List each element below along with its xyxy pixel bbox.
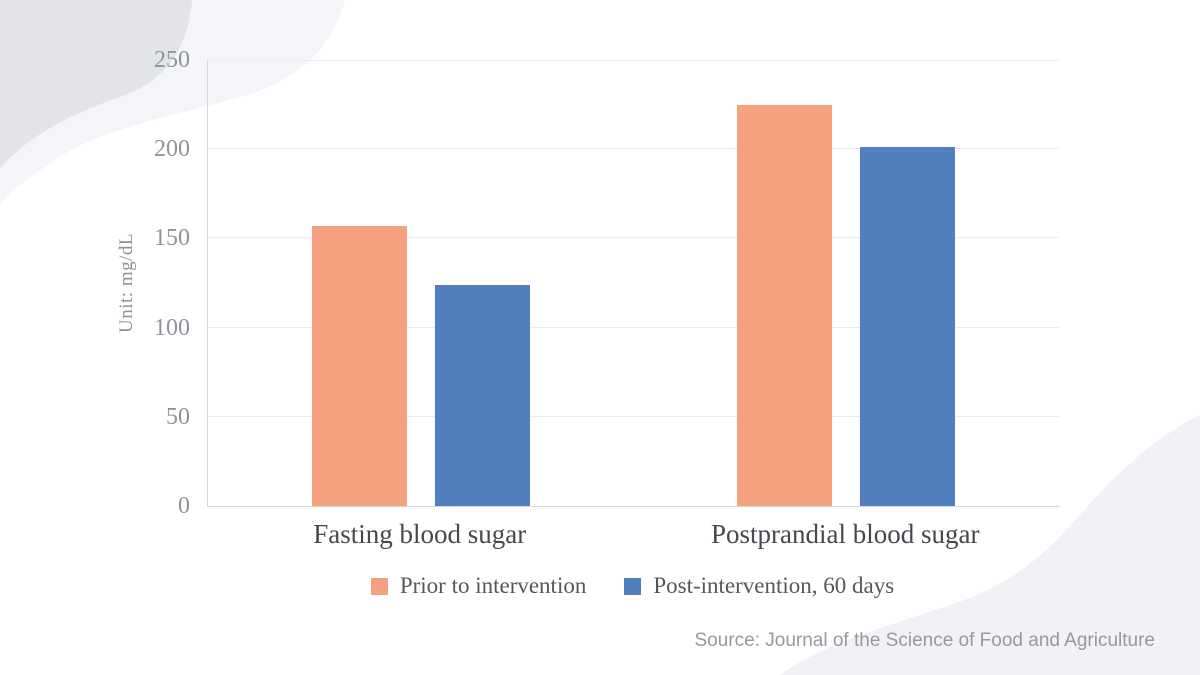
legend: Prior to intervention Post-intervention,… — [207, 573, 1058, 599]
y-tick-250: 250 — [154, 47, 190, 73]
legend-item-prior: Prior to intervention — [370, 573, 587, 599]
y-tick-100: 100 — [154, 314, 190, 341]
legend-item-post: Post-intervention, 60 days — [624, 573, 894, 599]
source-caption: Source: Journal of the Science of Food a… — [694, 630, 1156, 651]
gridline-50 — [208, 415, 1059, 417]
gridline-100 — [208, 326, 1059, 328]
x-axis-category-labels: Fasting blood sugar Postprandial blood s… — [207, 519, 1058, 555]
legend-label-post: Post-intervention, 60 days — [653, 573, 895, 598]
legend-swatch-prior-icon — [370, 577, 388, 595]
bar-fasting-post — [434, 284, 530, 506]
y-tick-0: 0 — [178, 493, 190, 519]
category-label-postprandial: Postprandial blood sugar — [711, 519, 980, 549]
bar-postprandial-prior — [737, 104, 833, 506]
y-tick-150: 150 — [154, 225, 190, 252]
gridline-250 — [208, 60, 1059, 61]
y-tick-200: 200 — [154, 136, 190, 163]
legend-label-prior: Prior to intervention — [399, 573, 587, 598]
gridline-200 — [208, 148, 1059, 150]
bar-fasting-prior — [311, 225, 407, 506]
bar-postprandial-post — [860, 147, 956, 506]
category-label-fasting: Fasting blood sugar — [313, 519, 527, 549]
legend-swatch-post-icon — [624, 577, 642, 595]
y-axis-tick-labels: 0 50 100 150 200 250 — [90, 47, 190, 519]
y-tick-50: 50 — [166, 403, 190, 430]
gridline-150 — [208, 237, 1059, 239]
plot-area — [207, 60, 1059, 507]
